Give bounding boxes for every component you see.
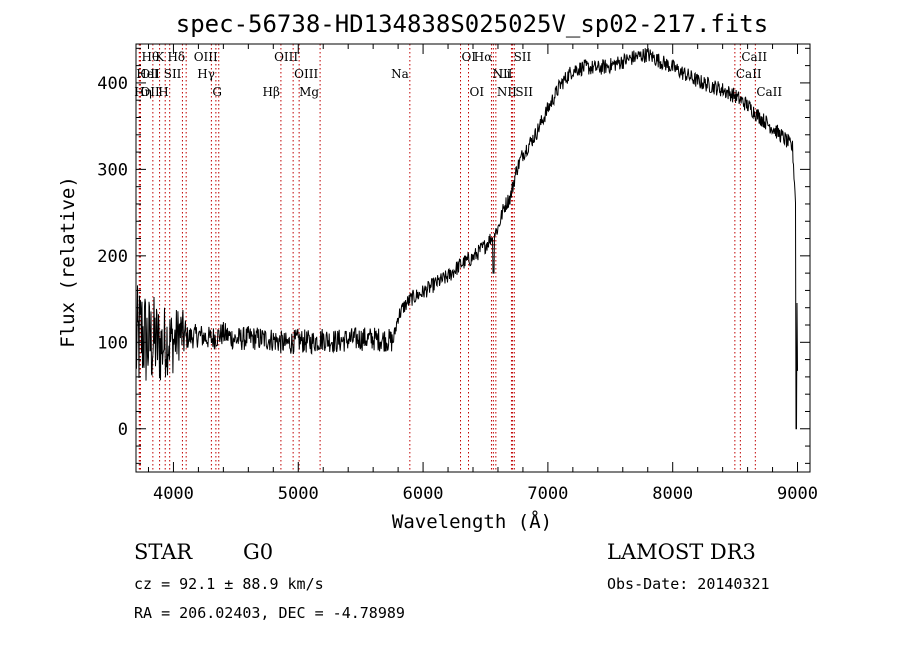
y-tick-label: 100 xyxy=(97,333,128,353)
coordinates: RA = 206.02403, DEC = -4.78989 xyxy=(134,604,405,622)
spectral-line-label: K xyxy=(155,50,165,64)
y-axis-label: Flux (relative) xyxy=(57,176,79,348)
spectral-line-label: OIII xyxy=(274,50,298,64)
spectral-line-label: SII xyxy=(515,85,533,99)
spectral-line-label: SII xyxy=(514,50,532,64)
spectral-line-labels: HθOIIOIIHηHeIKHSIIHδGHγOIIIHβOIIIOIIIMgN… xyxy=(134,50,782,99)
spectral-line-label: Hα xyxy=(474,50,493,64)
spectral-line-label: NII xyxy=(492,67,512,81)
spectral-line-label: NII xyxy=(497,85,517,99)
x-tick-label: 7000 xyxy=(527,484,568,504)
x-tick-label: 4000 xyxy=(153,484,194,504)
spectral-line-label: Na xyxy=(391,67,409,81)
spectral-line-label: OII xyxy=(140,85,160,99)
spectral-line-label: Hθ xyxy=(141,50,159,64)
x-axis-label: Wavelength (Å) xyxy=(392,510,552,533)
redshift-cz: cz = 92.1 ± 88.9 km/s xyxy=(134,575,324,593)
spectral-line-label: HeI xyxy=(136,67,159,81)
spectral-line-label: G xyxy=(212,85,222,99)
spectral-line-label: OI xyxy=(462,50,477,64)
spectral-line-markers xyxy=(138,44,756,472)
y-tick-label: 0 xyxy=(118,420,128,440)
spectral-line-label: Mg xyxy=(299,85,319,99)
spectral-line-label: OI xyxy=(470,85,485,99)
spectral-line-label: CaII xyxy=(736,67,762,81)
chart-title: spec-56738-HD134838S025025V_sp02-217.fit… xyxy=(176,10,768,38)
x-tick-label: 5000 xyxy=(278,484,319,504)
axis-ticks: 4000 5000 6000 7000 8000 9000 0 100 200 300 400 xyxy=(97,44,818,504)
spectral-line-label: Hη xyxy=(134,85,152,99)
spectral-line-label: OII xyxy=(140,67,160,81)
spectral-line-label: H xyxy=(158,85,168,99)
spectral-line-label: OIII xyxy=(194,50,218,64)
x-tick-label: 8000 xyxy=(652,484,693,504)
spectrum-chart: spec-56738-HD134838S025025V_sp02-217.fit… xyxy=(57,10,818,533)
object-class: STAR xyxy=(134,540,193,564)
spectral-line-label: SII xyxy=(164,67,182,81)
y-tick-label: 400 xyxy=(97,74,128,94)
spectral-line-label: CaII xyxy=(756,85,782,99)
flux-series-line xyxy=(135,48,798,430)
spectral-line-label: OIII xyxy=(294,67,318,81)
spectral-line-label: Li xyxy=(499,67,511,81)
survey-name: LAMOST DR3 xyxy=(607,540,756,564)
spectral-line-label: Hγ xyxy=(197,67,215,81)
y-tick-label: 200 xyxy=(97,247,128,267)
x-tick-label: 9000 xyxy=(777,484,818,504)
x-tick-label: 6000 xyxy=(403,484,444,504)
spectral-line-label: Hδ xyxy=(167,50,185,64)
spectral-line-label: Hβ xyxy=(263,85,280,99)
object-subclass: G0 xyxy=(243,540,274,564)
observation-date: Obs-Date: 20140321 xyxy=(607,575,770,593)
y-tick-label: 300 xyxy=(97,160,128,180)
spectral-line-label: CaII xyxy=(741,50,767,64)
